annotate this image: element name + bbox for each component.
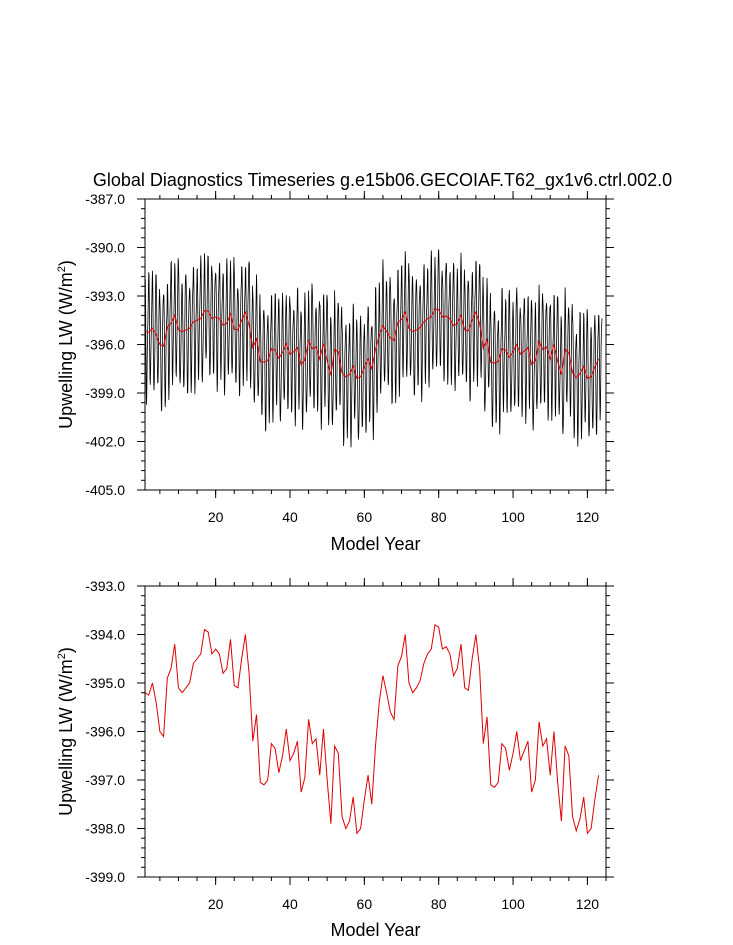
y-tick-label: -393.0 [85, 288, 125, 304]
y-axis-label: Upwelling LW (W/m2) [56, 647, 76, 816]
monthly-series-line [144, 249, 603, 448]
y-tick-label: -395.0 [85, 675, 125, 691]
x-tick-label: 20 [208, 896, 224, 912]
x-tick-label: 40 [282, 509, 298, 525]
y-tick-label: -402.0 [85, 434, 125, 450]
chart-title: Global Diagnostics Timeseries g.e15b06.G… [93, 170, 672, 191]
x-axis-label: Model Year [330, 920, 420, 940]
x-tick-label: 120 [576, 896, 600, 912]
x-tick-label: 100 [501, 509, 525, 525]
y-axis-label-main: Upwelling LW (W/m [56, 659, 76, 816]
x-tick-label: 60 [357, 509, 373, 525]
y-tick-label: -387.0 [85, 191, 125, 207]
x-tick-label: 60 [357, 896, 373, 912]
x-tick-label: 100 [501, 896, 525, 912]
top-panel: Global Diagnostics Timeseries g.e15b06.G… [56, 170, 672, 554]
y-axis-label-main: Upwelling LW (W/m [56, 272, 76, 429]
bottom-panel: -399.0 -398.0 -397.0 -396.0 -395.0 -394.0 -393… [56, 578, 614, 940]
x-tick-label: 40 [282, 896, 298, 912]
x-axis-label: Model Year [330, 534, 420, 554]
y-tick-label: -394.0 [85, 627, 125, 643]
annual-mean-line [144, 308, 600, 380]
annual-mean-line [144, 623, 600, 835]
x-tick-label: 20 [208, 509, 224, 525]
y-tick-label: -396.0 [85, 337, 125, 353]
y-axis-label-close: ) [56, 260, 76, 266]
y-tick-label: -399.0 [85, 385, 125, 401]
y-tick-label: -405.0 [85, 482, 125, 498]
y-axis-label-superscript: 2 [56, 653, 68, 659]
y-axis-label: Upwelling LW (W/m2) [56, 260, 76, 429]
plot-frame [144, 585, 607, 878]
y-tick-label: -398.0 [85, 821, 125, 837]
y-tick-label: -396.0 [85, 724, 125, 740]
y-tick-label: -390.0 [85, 240, 125, 256]
y-tick-label: -397.0 [85, 772, 125, 788]
y-tick-label: -393.0 [85, 578, 125, 594]
y-axis-label-superscript: 2 [56, 266, 68, 272]
y-tick-label: -399.0 [85, 869, 125, 885]
x-tick-label: 80 [431, 896, 447, 912]
x-tick-label: 80 [431, 509, 447, 525]
x-tick-label: 120 [576, 509, 600, 525]
y-axis-label-close: ) [56, 647, 76, 653]
